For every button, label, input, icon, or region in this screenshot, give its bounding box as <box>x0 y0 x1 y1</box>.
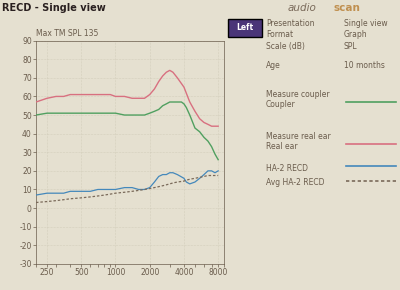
Text: Age: Age <box>266 61 281 70</box>
Text: Real ear: Real ear <box>266 142 298 151</box>
Text: audio: audio <box>288 3 317 13</box>
Text: Coupler: Coupler <box>266 100 296 109</box>
Text: Left: Left <box>237 23 254 32</box>
Text: Measure coupler: Measure coupler <box>266 90 330 99</box>
Text: Measure real ear: Measure real ear <box>266 132 331 141</box>
Text: Max TM SPL 135: Max TM SPL 135 <box>36 29 98 38</box>
Text: RECD - Single view: RECD - Single view <box>2 3 106 13</box>
Text: Graph: Graph <box>344 30 368 39</box>
Text: Avg HA-2 RECD: Avg HA-2 RECD <box>266 178 324 187</box>
Text: HA-2 RECD: HA-2 RECD <box>266 164 308 173</box>
Text: Presentation: Presentation <box>266 19 314 28</box>
Text: Single view: Single view <box>344 19 388 28</box>
Text: Scale (dB): Scale (dB) <box>266 42 305 51</box>
Text: Format: Format <box>266 30 293 39</box>
Text: 10 months: 10 months <box>344 61 385 70</box>
Text: SPL: SPL <box>344 42 358 51</box>
Text: scan: scan <box>334 3 361 13</box>
